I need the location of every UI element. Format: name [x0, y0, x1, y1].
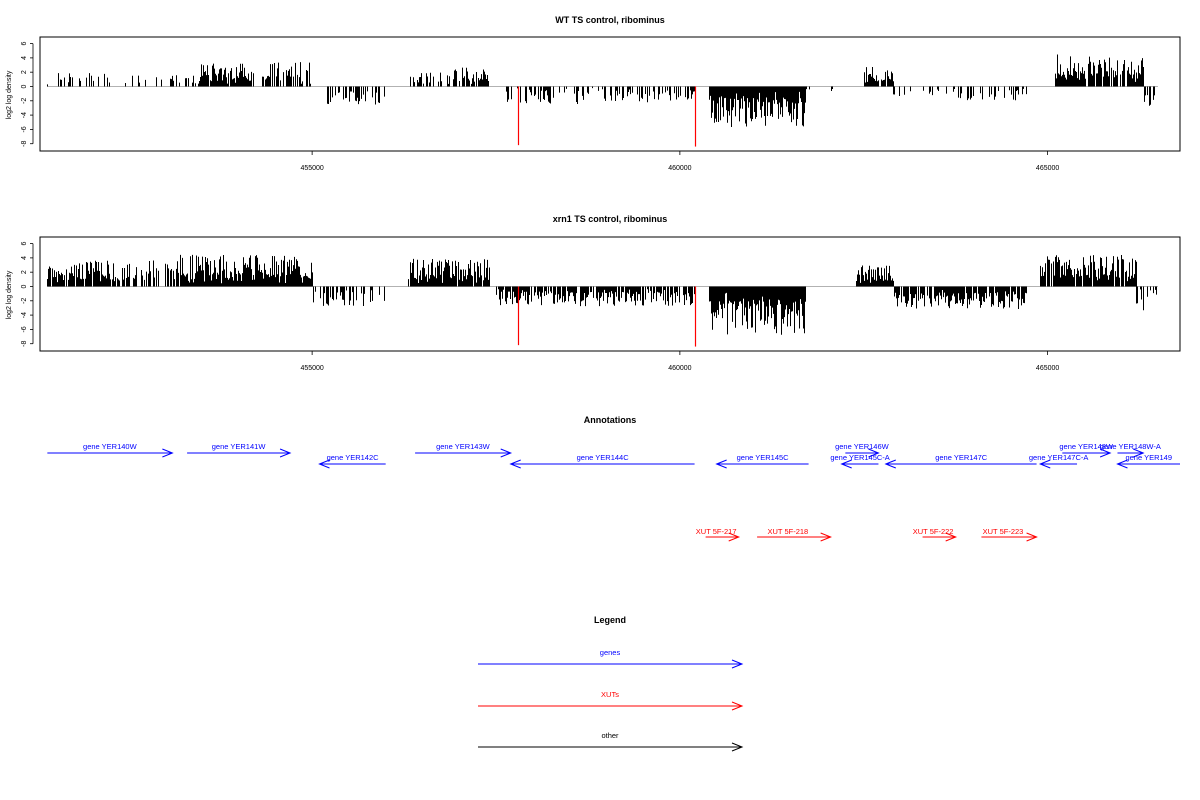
annotation-features: gene YER140W gene YER141W gene YER142C gene…	[47, 442, 1180, 542]
gene-feature-arrowhead	[715, 459, 727, 469]
legend-arrowhead	[731, 742, 744, 752]
wt-panel-title: WT TS control, ribominus	[555, 15, 665, 25]
gene-feature-arrowhead	[868, 448, 880, 458]
xrn1-plot-frame	[39, 236, 1181, 352]
y-tick-label: 4	[21, 56, 28, 60]
x-tick-label: 465000	[1036, 165, 1059, 172]
xut-feature-arrowhead	[1026, 532, 1038, 542]
y-tick-label: 2	[21, 270, 28, 274]
x-tick-label: 465000	[1036, 365, 1059, 372]
xrn1-density-panel: xrn1 TS control, ribominus log2 log dens…	[6, 214, 1181, 372]
gene-label: gene YER142C	[327, 453, 380, 462]
xrn1-axes: -8 -6 -4 -2 0 2 4 6 455000 460000 465000	[21, 242, 1059, 372]
legend-arrowhead	[731, 659, 744, 669]
y-tick-label: -8	[21, 340, 28, 346]
wt-axes: -8 -6 -4 -2 0 2 4 6 455000 460000 465000	[21, 42, 1059, 172]
gene-feature-arrowhead	[1038, 459, 1051, 469]
wt-plot-frame	[39, 36, 1181, 152]
gene-feature-arrowhead	[279, 448, 292, 458]
y-tick-label: -8	[21, 140, 28, 146]
gene-feature-arrowhead	[840, 459, 852, 469]
xut-feature-arrowhead	[728, 532, 741, 542]
gene-label: gene YER140W	[83, 442, 138, 451]
gene-feature-arrowhead	[1099, 448, 1112, 458]
y-tick-label: 6	[21, 42, 28, 46]
xrn1-bars	[47, 254, 1158, 347]
gene-label: gene YER147C	[935, 453, 988, 462]
gene-feature-arrowhead	[1116, 459, 1128, 469]
gene-label: gene YER145C	[737, 453, 790, 462]
y-tick-label: -6	[21, 326, 28, 332]
legend-items: genes XUTs other	[478, 648, 744, 752]
x-tick-label: 460000	[668, 165, 691, 172]
legend-label: genes	[600, 648, 621, 657]
gene-label: gene YER149	[1125, 453, 1172, 462]
xrn1-panel-title: xrn1 TS control, ribominus	[553, 214, 668, 224]
x-tick-label: 455000	[300, 365, 323, 372]
annotations-title: Annotations	[584, 415, 637, 425]
xut-label: XUT 5F-218	[768, 527, 809, 536]
y-tick-label: 6	[21, 242, 28, 246]
y-tick-label: -2	[21, 298, 28, 304]
xut-label: XUT 5F-217	[696, 527, 737, 536]
xut-feature-arrowhead	[945, 532, 958, 542]
y-tick-label: -2	[21, 98, 28, 104]
gene-feature-arrowhead	[1133, 448, 1145, 458]
xut-feature-arrowhead	[820, 532, 832, 542]
gene-label: gene YER147C-A	[1029, 453, 1088, 462]
gene-feature-arrowhead	[500, 448, 513, 458]
gene-label: gene YER146W	[835, 442, 890, 451]
legend-label: XUTs	[601, 690, 619, 699]
y-tick-label: -6	[21, 126, 28, 132]
gene-feature-arrowhead	[884, 459, 896, 469]
gene-label: gene YER143W	[436, 442, 491, 451]
y-tick-label: 2	[21, 70, 28, 74]
legend-label: other	[601, 731, 619, 740]
xrn1-y-axis-label: log2 log density	[6, 270, 13, 319]
x-tick-label: 460000	[668, 365, 691, 372]
gene-feature-arrowhead	[318, 459, 330, 469]
gene-label: gene YER145C-A	[830, 453, 889, 462]
wt-bars	[47, 54, 1158, 147]
y-tick-label: -4	[21, 112, 28, 118]
gene-label: gene YER148W	[1059, 442, 1114, 451]
gene-label: gene YER144C	[577, 453, 630, 462]
gene-feature-arrowhead	[162, 448, 174, 458]
y-tick-label: 4	[21, 256, 28, 260]
wt-density-panel: WT TS control, ribominus log2 log densit…	[6, 15, 1181, 172]
xut-label: XUT 5F-222	[913, 527, 954, 536]
legend: Legend genes XUTs other	[478, 615, 744, 752]
legend-title: Legend	[594, 615, 626, 625]
gene-label: gene YER141W	[212, 442, 267, 451]
gene-label: gene YER148W-A	[1100, 442, 1161, 451]
y-tick-label: -4	[21, 312, 28, 318]
legend-arrowhead	[731, 701, 744, 711]
xut-label: XUT 5F-223	[983, 527, 1024, 536]
y-tick-label: 0	[21, 284, 28, 288]
annotations-track: Annotations gene YER140W gene YER141Wgene…	[47, 415, 1180, 542]
gene-feature-arrowhead	[509, 459, 521, 469]
x-tick-label: 455000	[300, 165, 323, 172]
y-tick-label: 0	[21, 84, 28, 88]
wt-y-axis-label: log2 log density	[6, 70, 13, 119]
